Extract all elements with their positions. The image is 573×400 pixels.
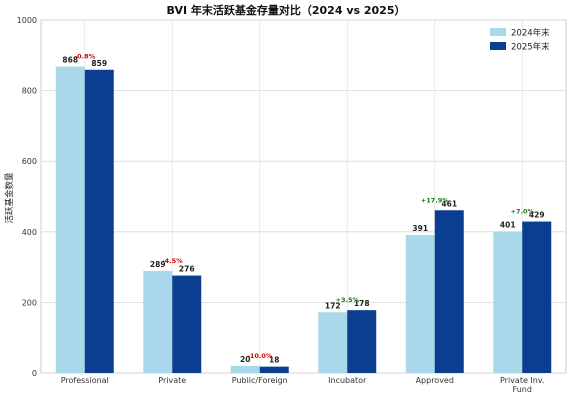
value-label-2024-2: 20 (240, 355, 250, 364)
bar-2025-5 (522, 221, 552, 373)
x-tick-label-1: Private (158, 376, 186, 385)
bar-2024-4 (405, 234, 435, 373)
bar-2025-4 (434, 210, 464, 373)
plot-frame (40, 19, 567, 374)
value-label-2025-0: 859 (91, 59, 107, 68)
value-label-2025-5: 429 (529, 211, 545, 220)
bar-2024-1 (143, 270, 173, 373)
bars-layer (55, 66, 552, 373)
value-label-2024-5: 401 (500, 220, 516, 229)
value-label-2025-4: 461 (441, 199, 457, 208)
bar-2024-3 (318, 312, 348, 373)
x-tick-label-5-line2: Fund (513, 385, 532, 394)
change-label-4: +17.9% (421, 196, 449, 204)
bar-2025-2 (259, 366, 289, 373)
x-tick-label-2: Public/Foreign (232, 376, 288, 385)
value-label-2024-0: 868 (62, 56, 78, 65)
x-tick-label-3: Incubator (328, 376, 367, 385)
x-tick-label-4: Approved (416, 376, 454, 385)
legend-label-0: 2024年末 (511, 28, 550, 39)
value-label-2024-4: 391 (412, 224, 428, 233)
x-tick-label-0: Professional (61, 376, 109, 385)
bar-2024-5 (493, 231, 523, 373)
y-tick-label: 400 (22, 228, 37, 237)
value-label-2025-1: 276 (179, 265, 195, 274)
change-label-3: +3.5% (336, 296, 360, 304)
value-label-2024-3: 172 (325, 301, 341, 310)
value-label-2025-2: 18 (269, 356, 279, 365)
bar-2025-1 (172, 275, 202, 373)
value-label-2024-1: 289 (150, 260, 166, 269)
change-label-5: +7.0% (511, 208, 535, 216)
change-label-2: -10.0% (247, 352, 273, 360)
y-tick-label: 800 (22, 87, 37, 96)
value-label-2025-3: 178 (354, 299, 370, 308)
y-axis-title: 活跃基金数量 (4, 172, 15, 224)
legend: 2024年末 2025年末 (490, 28, 550, 53)
x-tick-label-5: Private Inv. (500, 376, 545, 385)
change-label-0: -0.8% (74, 53, 95, 61)
chart-title: BVI 年末活跃基金存量对比（2024 vs 2025） (167, 3, 406, 17)
labels-layer: 868 859-0.8% 289 276-4.5% 20 18-10.0% 172 178+3… (62, 53, 544, 365)
legend-swatch-1 (490, 42, 506, 50)
bar-2025-3 (347, 310, 377, 373)
bar-2024-2 (230, 365, 260, 373)
y-tick-label: 600 (22, 157, 37, 166)
y-tick-label: 200 (22, 298, 37, 307)
y-tick-label: 0 (32, 369, 37, 378)
grid-layer (40, 19, 567, 374)
y-tick-label: 1000 (17, 16, 37, 25)
bar-2025-0 (84, 69, 114, 373)
axis-layer: 0 200 400 600 800 1000 Professional Private Publ… (17, 16, 545, 394)
change-label-1: -4.5% (162, 257, 183, 265)
legend-label-1: 2025年末 (511, 42, 550, 53)
legend-swatch-0 (490, 28, 506, 36)
bar-2024-0 (55, 66, 85, 373)
